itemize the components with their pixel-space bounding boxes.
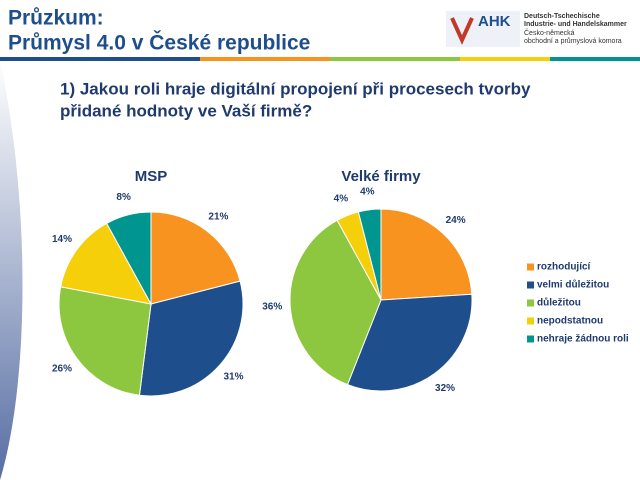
title: Průmysl 4.0 v České republice xyxy=(8,31,310,55)
pie-slice xyxy=(289,219,382,386)
pie-slice xyxy=(357,208,382,301)
data-label: 21% xyxy=(208,212,228,223)
pie-slice xyxy=(58,286,152,396)
data-label: 24% xyxy=(446,215,466,226)
pie-slice xyxy=(60,222,152,305)
legend-label: velmi důležitou xyxy=(537,279,609,291)
legend-swatch xyxy=(527,317,534,325)
pie-slice xyxy=(105,211,152,305)
legend-label: důležitou xyxy=(537,297,581,309)
legend-swatch xyxy=(527,263,534,271)
legend-swatch xyxy=(527,281,534,289)
question: přidané hodnoty ve Vaší firmě? xyxy=(60,101,312,120)
legend-swatch xyxy=(527,335,534,343)
side-decoration xyxy=(0,60,23,480)
chart-title: Velké firmy xyxy=(341,168,421,185)
logo-mark xyxy=(450,17,474,45)
pie-slice xyxy=(138,280,244,397)
legend-label: nehraje žádnou roli xyxy=(537,334,629,345)
logo-caption: obchodní a průmyslová komora xyxy=(524,37,622,45)
legend-label: rozhodující xyxy=(537,262,592,273)
legend-swatch xyxy=(527,299,534,307)
data-label: 31% xyxy=(224,371,244,382)
data-label: 14% xyxy=(52,234,72,245)
data-label: 8% xyxy=(116,192,131,203)
legend-label: nepodstatnou xyxy=(537,316,603,327)
pie-slice xyxy=(346,293,473,392)
logo-caption: Česko-německá xyxy=(524,28,575,37)
color-band xyxy=(0,57,640,61)
logo-text: AHK xyxy=(478,13,511,30)
pie-slice xyxy=(150,211,241,305)
data-label: 4% xyxy=(360,187,375,198)
logo-caption: Industrie- und Handelskammer xyxy=(524,21,627,28)
chart-title: MSP xyxy=(135,168,168,185)
logo-caption: Deutsch-Tschechische xyxy=(524,13,600,20)
data-label: 26% xyxy=(52,363,72,374)
data-label: 4% xyxy=(334,193,349,204)
data-label: 36% xyxy=(262,301,282,312)
pie-slice xyxy=(380,208,473,301)
title: Průzkum: xyxy=(8,7,104,30)
question: 1) Jakou roli hraje digitální propojení … xyxy=(60,79,531,98)
data-label: 32% xyxy=(435,383,455,394)
